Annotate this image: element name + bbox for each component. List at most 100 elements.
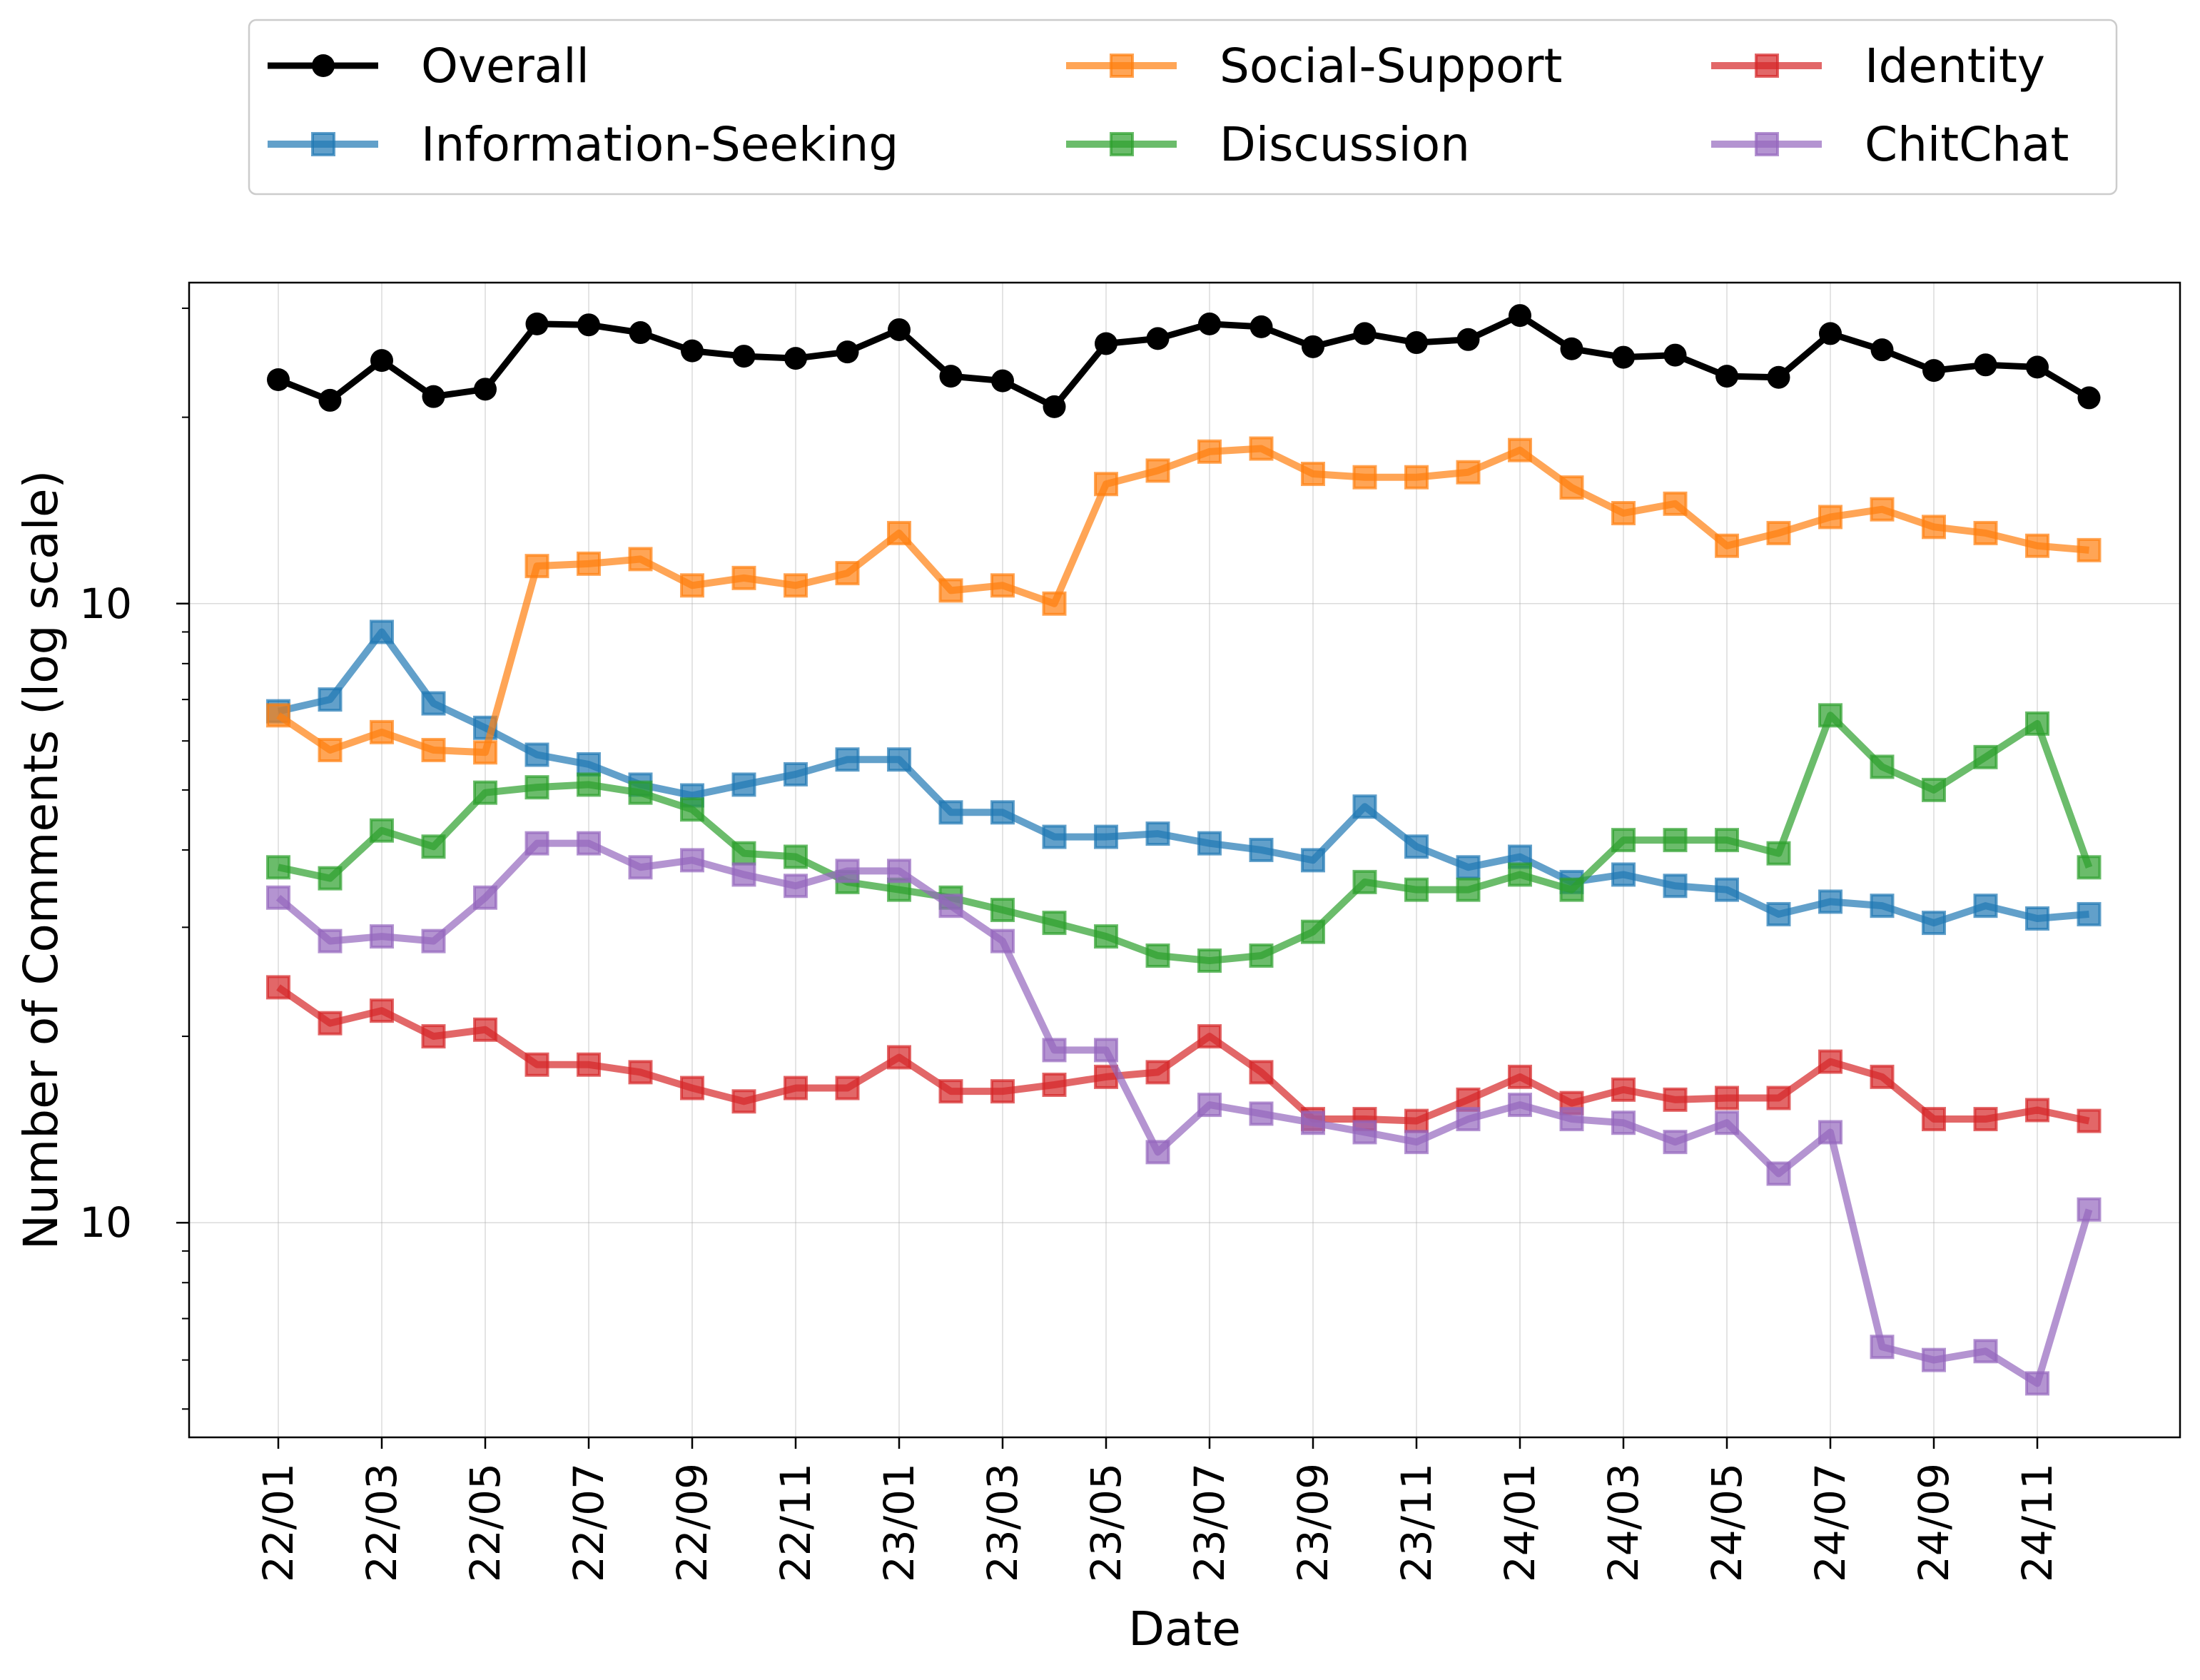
plot-area-frame xyxy=(188,281,2181,1439)
series-social-support xyxy=(266,436,2102,765)
x-tick-label: 23/01 xyxy=(875,1463,923,1582)
legend-label: Social-Support xyxy=(1220,39,1562,93)
data-point-discussion xyxy=(421,834,446,859)
data-point-discussion xyxy=(1973,744,1998,769)
data-point-identity xyxy=(990,1079,1015,1104)
data-point-social-support xyxy=(731,565,756,590)
x-tick-label: 24/11 xyxy=(2013,1463,2062,1582)
data-point-information-seeking xyxy=(1766,901,1791,926)
x-tick-label: 22/01 xyxy=(254,1463,303,1582)
data-point-discussion xyxy=(1870,754,1895,779)
data-point-social-support xyxy=(1663,491,1688,516)
data-point-social-support xyxy=(1611,501,1636,526)
data-point-information-seeking xyxy=(887,747,911,772)
data-point-chitchat xyxy=(1508,1093,1532,1118)
data-point-identity xyxy=(1922,1107,1946,1132)
data-point-information-seeking xyxy=(1249,837,1274,862)
data-point-overall xyxy=(1715,365,1738,388)
data-point-overall xyxy=(318,388,342,412)
data-point-identity xyxy=(731,1089,756,1114)
data-point-social-support xyxy=(1352,465,1377,490)
legend-label: Information-Seeking xyxy=(421,117,898,172)
data-point-overall xyxy=(1198,312,1221,335)
legend-marker xyxy=(1755,54,1779,78)
data-point-overall xyxy=(1560,337,1583,360)
data-point-overall xyxy=(2077,386,2101,410)
data-point-chitchat xyxy=(1715,1110,1739,1135)
data-point-chitchat xyxy=(680,848,704,873)
data-point-overall xyxy=(888,318,911,341)
data-point-chitchat xyxy=(1145,1140,1170,1165)
data-point-discussion xyxy=(1197,948,1222,973)
data-point-information-seeking xyxy=(1973,894,1998,919)
legend-marker xyxy=(1110,132,1134,156)
data-point-identity xyxy=(2077,1108,2102,1133)
data-point-chitchat xyxy=(887,859,911,884)
data-point-discussion xyxy=(2077,855,2102,880)
data-point-discussion xyxy=(731,841,756,866)
legend-entry-identity: Identity xyxy=(1711,39,2045,93)
data-point-chitchat xyxy=(990,928,1015,953)
data-point-identity xyxy=(1870,1064,1895,1089)
data-point-information-seeking xyxy=(421,691,446,716)
data-point-chitchat xyxy=(2025,1371,2049,1396)
data-point-social-support xyxy=(1973,520,1998,545)
data-point-information-seeking xyxy=(835,747,860,772)
x-tick-label: 24/07 xyxy=(1806,1463,1855,1582)
data-point-identity xyxy=(938,1079,963,1104)
data-point-identity xyxy=(473,1017,497,1042)
data-point-discussion xyxy=(1715,828,1739,853)
y-tick-label: 10 xyxy=(79,1198,132,1247)
data-point-social-support xyxy=(1715,533,1739,558)
data-point-discussion xyxy=(990,898,1015,923)
data-point-chitchat xyxy=(731,862,756,887)
legend-entry-information-seeking: Information-Seeking xyxy=(268,117,898,172)
legend-label: Discussion xyxy=(1220,117,1470,172)
data-point-identity xyxy=(1715,1086,1739,1110)
x-tick-label: 22/05 xyxy=(461,1463,510,1582)
data-point-discussion xyxy=(1042,911,1067,936)
legend-entry-discussion: Discussion xyxy=(1066,117,1470,172)
data-point-social-support xyxy=(1042,591,1067,616)
data-point-chitchat xyxy=(1973,1339,1998,1364)
data-point-discussion xyxy=(1301,919,1325,944)
series-line-chitchat xyxy=(275,839,2093,1387)
data-point-chitchat xyxy=(1249,1101,1274,1126)
data-point-social-support xyxy=(318,737,343,762)
x-axis: 22/01 22/03 22/05 22/07 22/09 22/11 23/01 23/03… xyxy=(254,1437,2062,1582)
data-point-overall xyxy=(422,385,445,408)
data-point-discussion xyxy=(1559,877,1584,902)
data-point-chitchat xyxy=(1197,1093,1222,1118)
legend-entry-overall: Overall xyxy=(268,39,589,93)
x-axis-label: Date xyxy=(1128,1601,1241,1656)
data-point-overall xyxy=(474,378,497,401)
data-point-overall xyxy=(836,340,859,364)
data-point-identity xyxy=(628,1060,653,1085)
data-point-overall xyxy=(1353,322,1377,345)
data-point-overall xyxy=(991,369,1014,393)
legend-entry-social-support: Social-Support xyxy=(1066,39,1562,93)
data-point-overall xyxy=(1146,327,1170,350)
data-point-discussion xyxy=(577,772,601,797)
series-line-overall xyxy=(277,312,2091,410)
data-point-information-seeking xyxy=(731,772,756,797)
data-point-social-support xyxy=(1559,475,1584,500)
data-point-chitchat xyxy=(1922,1347,1946,1372)
data-point-information-seeking xyxy=(1301,848,1325,873)
data-point-social-support xyxy=(680,573,704,598)
data-point-discussion xyxy=(1818,703,1842,728)
data-point-identity xyxy=(835,1076,860,1100)
data-point-chitchat xyxy=(318,928,343,953)
x-tick-label: 22/03 xyxy=(358,1463,406,1582)
data-point-overall xyxy=(1509,304,1531,328)
data-point-information-seeking xyxy=(784,761,808,786)
legend-label: ChitChat xyxy=(1865,117,2069,172)
data-point-discussion xyxy=(1352,869,1377,894)
data-point-overall xyxy=(1819,322,1842,345)
x-tick-label: 23/07 xyxy=(1185,1463,1234,1582)
data-point-identity xyxy=(1663,1087,1688,1112)
data-point-information-seeking xyxy=(1715,877,1739,902)
data-point-social-support xyxy=(938,578,963,603)
series-line-identity xyxy=(276,984,2090,1125)
